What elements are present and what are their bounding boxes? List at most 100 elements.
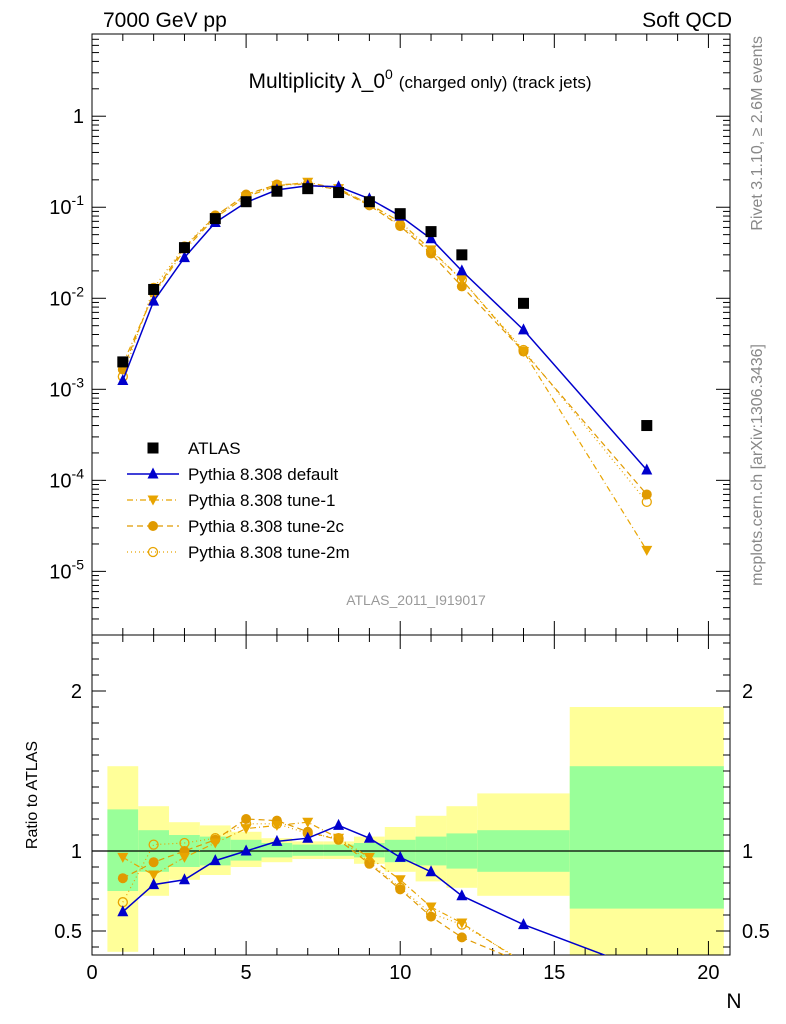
data-point-atlas bbox=[148, 283, 160, 295]
ratio-point-pythia-8-308-tune-1 bbox=[209, 838, 221, 849]
ratio-y-tick-label: 1 bbox=[71, 841, 82, 863]
y-tick-label-exponent: -5 bbox=[72, 556, 85, 572]
ratio-line-pythia-8-308-tune-2c bbox=[122, 818, 506, 955]
legend-marker-pythia-8-308-default bbox=[147, 467, 159, 479]
legend-marker-pythia-8-308-tune-1 bbox=[147, 495, 159, 506]
data-point-atlas bbox=[117, 356, 129, 368]
y-tick-label-base: 10 bbox=[49, 288, 71, 310]
legend-marker-atlas bbox=[147, 442, 159, 454]
mcplots-label: mcplots.cern.ch [arXiv:1306.3436] bbox=[749, 344, 766, 586]
ratio-point-pythia-8-308-tune-1 bbox=[178, 852, 190, 863]
data-point-pythia-8-308-tune-2c bbox=[456, 281, 467, 292]
ratio-point-pythia-8-308-tune-1 bbox=[302, 817, 314, 828]
ratio-point-pythia-8-308-tune-2c bbox=[364, 858, 375, 869]
ratio-point-pythia-8-308-default bbox=[240, 844, 252, 856]
legend-marker-pythia-8-308-tune-2c bbox=[148, 521, 158, 531]
ratio-point-pythia-8-308-tune-2m bbox=[148, 839, 159, 850]
ratio-point-pythia-8-308-default bbox=[117, 905, 129, 917]
ratio-point-pythia-8-308-tune-2c bbox=[241, 814, 252, 824]
data-point-atlas bbox=[178, 242, 190, 254]
ratio-point-pythia-8-308-tune-2m bbox=[519, 957, 528, 966]
ratio-point-pythia-8-308-tune-2c bbox=[642, 979, 652, 989]
legend: ATLAS Pythia 8.308 default Pythia 8.308 tu… bbox=[127, 439, 350, 562]
uncertainty-band-green bbox=[292, 844, 324, 856]
ratio-point-pythia-8-308-tune-2c bbox=[148, 857, 159, 868]
y-tick-label-base: 10 bbox=[49, 379, 71, 401]
ratio-point-pythia-8-308-tune-1 bbox=[240, 824, 252, 835]
ratio-point-pythia-8-308-default bbox=[209, 854, 221, 866]
ratio-point-pythia-8-308-default bbox=[271, 834, 283, 846]
ratio-point-pythia-8-308-default bbox=[178, 873, 190, 885]
data-point-atlas bbox=[333, 187, 345, 199]
ratio-axis-ticks: 0.5 0.51 12 20 5 10 15 20 bbox=[54, 635, 770, 984]
ratio-point-pythia-8-308-default bbox=[456, 889, 468, 901]
legend-label-pythia-8-308-tune-1: Pythia 8.308 tune-1 bbox=[188, 491, 335, 510]
data-point-pythia-8-308-default bbox=[517, 323, 529, 335]
x-tick-label: 0 bbox=[86, 962, 97, 984]
ratio-point-pythia-8-308-tune-1 bbox=[333, 833, 345, 844]
header-category: Soft QCD bbox=[642, 9, 732, 32]
ratio-point-pythia-8-308-tune-2c bbox=[456, 932, 467, 943]
y-tick-label-base: 10 bbox=[49, 561, 71, 583]
ratio-point-pythia-8-308-tune-1 bbox=[363, 852, 375, 863]
ratio-point-pythia-8-308-tune-1 bbox=[394, 875, 406, 886]
ratio-point-pythia-8-308-tune-2m bbox=[642, 983, 651, 992]
data-point-pythia-8-308-default bbox=[641, 463, 653, 475]
ratio-point-pythia-8-308-default bbox=[394, 850, 406, 862]
y-tick-label-exponent: -4 bbox=[72, 465, 85, 481]
ratio-y-tick-label-right: 0.5 bbox=[742, 921, 770, 943]
plot-title: Multiplicity λ_00 (charged only) (track j… bbox=[248, 66, 591, 93]
legend-label-atlas: ATLAS bbox=[188, 439, 241, 458]
ratio-point-pythia-8-308-default bbox=[641, 965, 652, 976]
y-tick-label-exponent: -3 bbox=[72, 374, 85, 390]
data-point-pythia-8-308-default bbox=[456, 264, 468, 276]
series-line-pythia-8-308-tune-1 bbox=[122, 181, 648, 551]
ratio-bands bbox=[107, 707, 724, 955]
ratio-panel-frame bbox=[91, 634, 731, 956]
y-tick-label: 10-2 bbox=[49, 283, 84, 310]
legend-marker-pythia-8-308-tune-2m bbox=[147, 546, 159, 558]
ratio-point-pythia-8-308-tune-2c bbox=[426, 911, 437, 922]
data-point-pythia-8-308-tune-1 bbox=[641, 545, 653, 556]
ratio-y-tick-label: 0.5 bbox=[54, 921, 82, 943]
data-point-pythia-8-308-default bbox=[148, 294, 160, 306]
ratio-point-pythia-8-308-tune-1 bbox=[148, 870, 160, 881]
ratio-point-pythia-8-308-default bbox=[302, 831, 314, 843]
ratio-point-pythia-8-308-tune-2c bbox=[117, 873, 128, 884]
ratio-point-pythia-8-308-tune-1 bbox=[456, 918, 468, 929]
y-tick-label: 10-1 bbox=[49, 192, 84, 219]
data-point-atlas bbox=[240, 196, 252, 208]
data-point-atlas bbox=[425, 226, 437, 238]
data-point-atlas bbox=[271, 185, 283, 197]
legend-label-pythia-8-308-tune-2m: Pythia 8.308 tune-2m bbox=[188, 543, 350, 562]
ratio-point-pythia-8-308-tune-1 bbox=[641, 999, 652, 1009]
ratio-point-pythia-8-308-tune-1 bbox=[425, 902, 437, 913]
y-tick-label-exponent: -1 bbox=[72, 192, 85, 208]
x-tick-label: 10 bbox=[389, 962, 411, 984]
x-axis-label: N bbox=[726, 990, 741, 1013]
data-point-atlas bbox=[456, 249, 468, 261]
rivet-label: Rivet 3.1.10, ≥ 2.6M events bbox=[749, 36, 766, 231]
ratio-point-pythia-8-308-tune-1 bbox=[271, 820, 283, 831]
data-point-pythia-8-308-default bbox=[117, 373, 129, 385]
ratio-y-tick-label: 2 bbox=[71, 681, 82, 703]
plot-title-main: Multiplicity λ_0 bbox=[248, 70, 385, 93]
y-tick-label: 10-4 bbox=[49, 465, 84, 492]
ratio-point-pythia-8-308-default bbox=[363, 831, 375, 843]
plot-title-superscript: 0 bbox=[385, 66, 393, 82]
plot-title-suffix: (charged only) (track jets) bbox=[399, 73, 592, 92]
data-point-pythia-8-308-tune-1 bbox=[456, 275, 468, 286]
data-point-pythia-8-308-default bbox=[425, 232, 437, 244]
y-tick-label: 1 bbox=[73, 106, 84, 128]
uncertainty-band-green bbox=[569, 766, 724, 909]
main-series bbox=[117, 177, 653, 556]
y-tick-label-base: 10 bbox=[49, 470, 71, 492]
data-point-atlas bbox=[394, 208, 406, 220]
series-line-pythia-8-308-tune-2m bbox=[122, 183, 648, 503]
data-point-pythia-8-308-tune-1 bbox=[517, 347, 529, 358]
legend-label-pythia-8-308-tune-2c: Pythia 8.308 tune-2c bbox=[188, 517, 344, 536]
uncertainty-band-green bbox=[323, 844, 354, 856]
ratio-y-tick-label-right: 2 bbox=[742, 681, 753, 703]
ratio-y-tick-label-right: 1 bbox=[742, 841, 753, 863]
analysis-id-label: ATLAS_2011_I919017 bbox=[346, 592, 486, 608]
